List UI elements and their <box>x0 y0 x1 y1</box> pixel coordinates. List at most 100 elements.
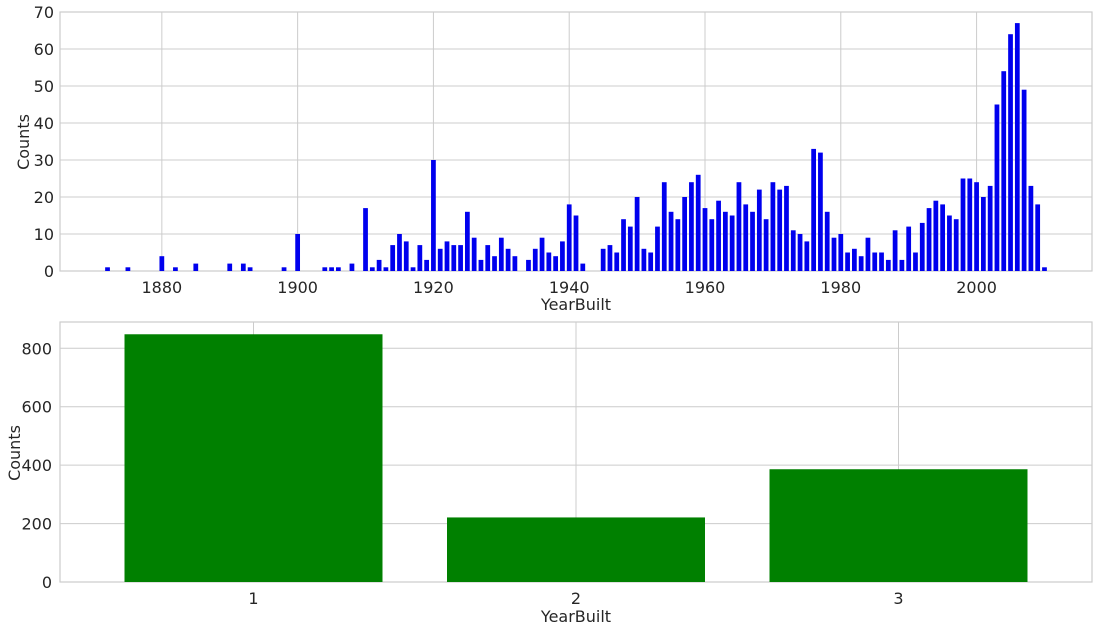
bar <box>675 219 681 271</box>
bar <box>417 245 423 271</box>
bar <box>281 267 287 271</box>
bar <box>600 248 606 271</box>
bar <box>560 241 565 271</box>
bar <box>879 252 884 271</box>
bar <box>797 234 803 271</box>
bar <box>763 219 769 271</box>
bar <box>512 256 518 271</box>
bar <box>668 211 674 271</box>
x-tick-label: 1880 <box>141 278 182 297</box>
chart-category-bar: 1 2 3 0 200 400 600 800 YearBuilt Counts <box>5 321 1093 626</box>
bar <box>770 182 776 271</box>
y-axis-label-bottom: Counts <box>5 425 24 481</box>
bar <box>790 230 796 271</box>
bar <box>756 189 762 271</box>
bar <box>349 263 355 271</box>
bar <box>729 215 735 271</box>
bar <box>607 245 613 271</box>
bar <box>369 267 375 271</box>
y-tick-label: 50 <box>34 77 54 96</box>
bar <box>716 200 721 271</box>
bar <box>858 256 864 271</box>
bar <box>614 252 620 271</box>
bar <box>899 259 905 271</box>
bar <box>410 267 416 271</box>
bar <box>824 211 830 271</box>
x-tick-label: 2000 <box>956 278 997 297</box>
bar <box>526 259 531 271</box>
bar <box>1035 204 1041 271</box>
bar <box>159 256 165 271</box>
bar <box>695 174 701 271</box>
x-tick-label: 1940 <box>549 278 590 297</box>
bar <box>451 245 457 271</box>
bar <box>329 267 334 271</box>
y-tick-label: 10 <box>34 225 54 244</box>
bar <box>1014 23 1020 271</box>
bar <box>655 226 660 271</box>
bar <box>804 241 810 271</box>
bar <box>947 215 952 271</box>
y-tick-label: 600 <box>21 398 52 417</box>
bar <box>851 248 857 271</box>
bar <box>424 259 430 271</box>
x-tick-label: 3 <box>893 589 903 608</box>
bar <box>539 237 545 271</box>
bar <box>1028 185 1034 271</box>
bar <box>702 208 708 271</box>
bar <box>447 517 705 582</box>
bar <box>709 219 715 271</box>
y-tick-label: 30 <box>34 151 54 170</box>
x-tick-label: 1 <box>248 589 258 608</box>
bar <box>987 185 993 271</box>
y-tick-label: 60 <box>34 40 54 59</box>
bar <box>641 248 647 271</box>
bar <box>173 267 178 271</box>
bar <box>335 267 341 271</box>
bars-bottom <box>124 334 1028 582</box>
bar <box>397 234 402 271</box>
bar <box>885 259 891 271</box>
bar <box>974 182 979 271</box>
bar <box>478 259 484 271</box>
bar <box>1001 71 1007 271</box>
bar <box>818 152 823 271</box>
bar <box>682 197 688 271</box>
bar <box>661 182 667 271</box>
bar <box>980 197 986 271</box>
bar <box>906 226 912 271</box>
bar <box>926 208 932 271</box>
bar <box>994 104 1000 271</box>
bar <box>505 248 511 271</box>
bar <box>811 148 817 271</box>
bar <box>967 178 973 271</box>
x-tick-label: 2 <box>571 589 581 608</box>
bar <box>722 211 728 271</box>
bar <box>769 469 1028 582</box>
bar <box>736 182 742 271</box>
bar <box>831 237 837 271</box>
y-tick-label: 400 <box>21 456 52 475</box>
bars-top <box>105 23 1047 272</box>
bar <box>124 334 383 582</box>
bar <box>872 252 878 271</box>
bar <box>376 259 382 271</box>
x-tick-labels-top: 1880 1900 1920 1940 1960 1980 2000 <box>141 278 996 297</box>
x-tick-labels-bottom: 1 2 3 <box>248 589 903 608</box>
bar <box>227 263 233 271</box>
bar <box>125 267 131 271</box>
bar <box>940 204 946 271</box>
bar <box>784 185 789 271</box>
bar <box>390 245 396 271</box>
y-tick-label: 0 <box>42 573 52 592</box>
bar <box>566 204 572 271</box>
bar <box>953 219 959 271</box>
x-tick-label: 1900 <box>277 278 318 297</box>
bar <box>1008 34 1013 272</box>
bar <box>532 248 538 271</box>
bar <box>383 267 389 271</box>
bar <box>960 178 966 271</box>
bar <box>627 226 633 271</box>
chart-year-built-histogram: 1880 1900 1920 1940 1960 1980 2000 0 10 20 30 40 50… <box>14 3 1093 314</box>
y-tick-label: 200 <box>21 515 52 534</box>
